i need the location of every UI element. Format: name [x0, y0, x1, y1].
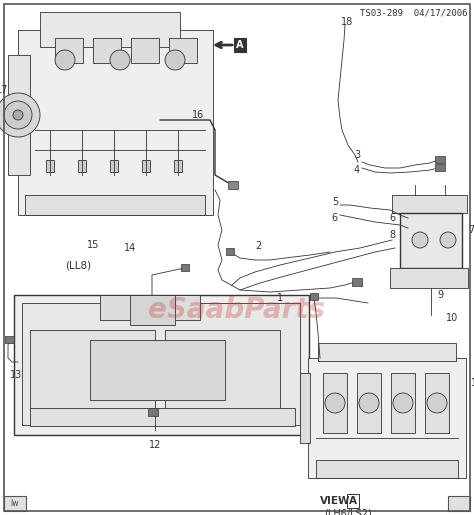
- Ellipse shape: [427, 393, 447, 413]
- Text: 18: 18: [341, 17, 353, 27]
- Bar: [174, 160, 182, 172]
- Bar: [181, 264, 189, 271]
- Bar: [316, 460, 458, 478]
- Bar: [18, 30, 213, 215]
- Text: 14: 14: [124, 243, 136, 253]
- Text: 1: 1: [277, 293, 283, 303]
- Bar: [435, 156, 445, 163]
- Bar: [308, 358, 466, 478]
- Bar: [169, 38, 197, 63]
- Bar: [226, 248, 234, 255]
- Ellipse shape: [325, 393, 345, 413]
- Ellipse shape: [393, 393, 413, 413]
- Bar: [46, 160, 54, 172]
- Bar: [55, 38, 83, 63]
- Text: 8: 8: [390, 230, 396, 240]
- Text: 13: 13: [10, 370, 22, 380]
- Ellipse shape: [0, 93, 40, 137]
- Bar: [425, 373, 449, 433]
- Text: A: A: [236, 40, 244, 50]
- Ellipse shape: [55, 50, 75, 70]
- Ellipse shape: [4, 101, 32, 129]
- Ellipse shape: [110, 50, 130, 70]
- Bar: [352, 278, 362, 286]
- Bar: [100, 295, 200, 320]
- Bar: [8, 55, 30, 175]
- Bar: [14, 295, 309, 435]
- Text: 16: 16: [192, 110, 204, 120]
- Ellipse shape: [13, 110, 23, 120]
- Bar: [165, 330, 280, 410]
- Bar: [4, 496, 26, 511]
- Text: A: A: [349, 496, 357, 506]
- Bar: [300, 373, 310, 443]
- Text: 6: 6: [390, 213, 396, 223]
- Bar: [93, 38, 121, 63]
- Ellipse shape: [412, 232, 428, 248]
- Bar: [22, 303, 300, 425]
- Bar: [90, 340, 225, 400]
- Bar: [78, 160, 86, 172]
- Bar: [131, 38, 159, 63]
- Text: 5: 5: [332, 197, 338, 207]
- Text: 10: 10: [446, 313, 458, 323]
- Text: 6: 6: [332, 213, 338, 223]
- Text: 9: 9: [437, 290, 443, 300]
- Bar: [30, 330, 155, 410]
- Bar: [400, 213, 462, 268]
- Text: 7: 7: [468, 225, 474, 235]
- Bar: [435, 164, 445, 171]
- Text: 3: 3: [354, 150, 360, 160]
- Bar: [148, 408, 158, 416]
- Ellipse shape: [165, 50, 185, 70]
- Bar: [25, 195, 205, 215]
- Text: 15: 15: [87, 240, 99, 250]
- Text: 12: 12: [149, 440, 161, 450]
- Ellipse shape: [440, 232, 456, 248]
- Text: 17: 17: [0, 85, 8, 95]
- Text: eSaabParts: eSaabParts: [148, 296, 326, 324]
- Text: (LH6/LS2): (LH6/LS2): [324, 508, 372, 515]
- Bar: [392, 195, 467, 213]
- Text: TS03-289  04/17/2006: TS03-289 04/17/2006: [361, 8, 468, 17]
- Bar: [130, 295, 175, 325]
- Text: (LL8): (LL8): [65, 260, 91, 270]
- Bar: [318, 343, 456, 361]
- Text: lw: lw: [11, 499, 19, 507]
- Bar: [310, 293, 318, 300]
- Bar: [323, 373, 347, 433]
- Bar: [110, 160, 118, 172]
- Bar: [228, 181, 238, 189]
- Bar: [5, 336, 14, 343]
- Bar: [30, 408, 295, 426]
- Ellipse shape: [359, 393, 379, 413]
- Bar: [357, 373, 381, 433]
- Text: 4: 4: [354, 165, 360, 175]
- Text: VIEW: VIEW: [320, 496, 350, 506]
- Bar: [40, 12, 180, 47]
- Bar: [391, 373, 415, 433]
- Text: 17: 17: [471, 378, 474, 388]
- Bar: [142, 160, 150, 172]
- Bar: [448, 496, 470, 511]
- Text: 2: 2: [255, 241, 261, 251]
- Bar: [390, 268, 468, 288]
